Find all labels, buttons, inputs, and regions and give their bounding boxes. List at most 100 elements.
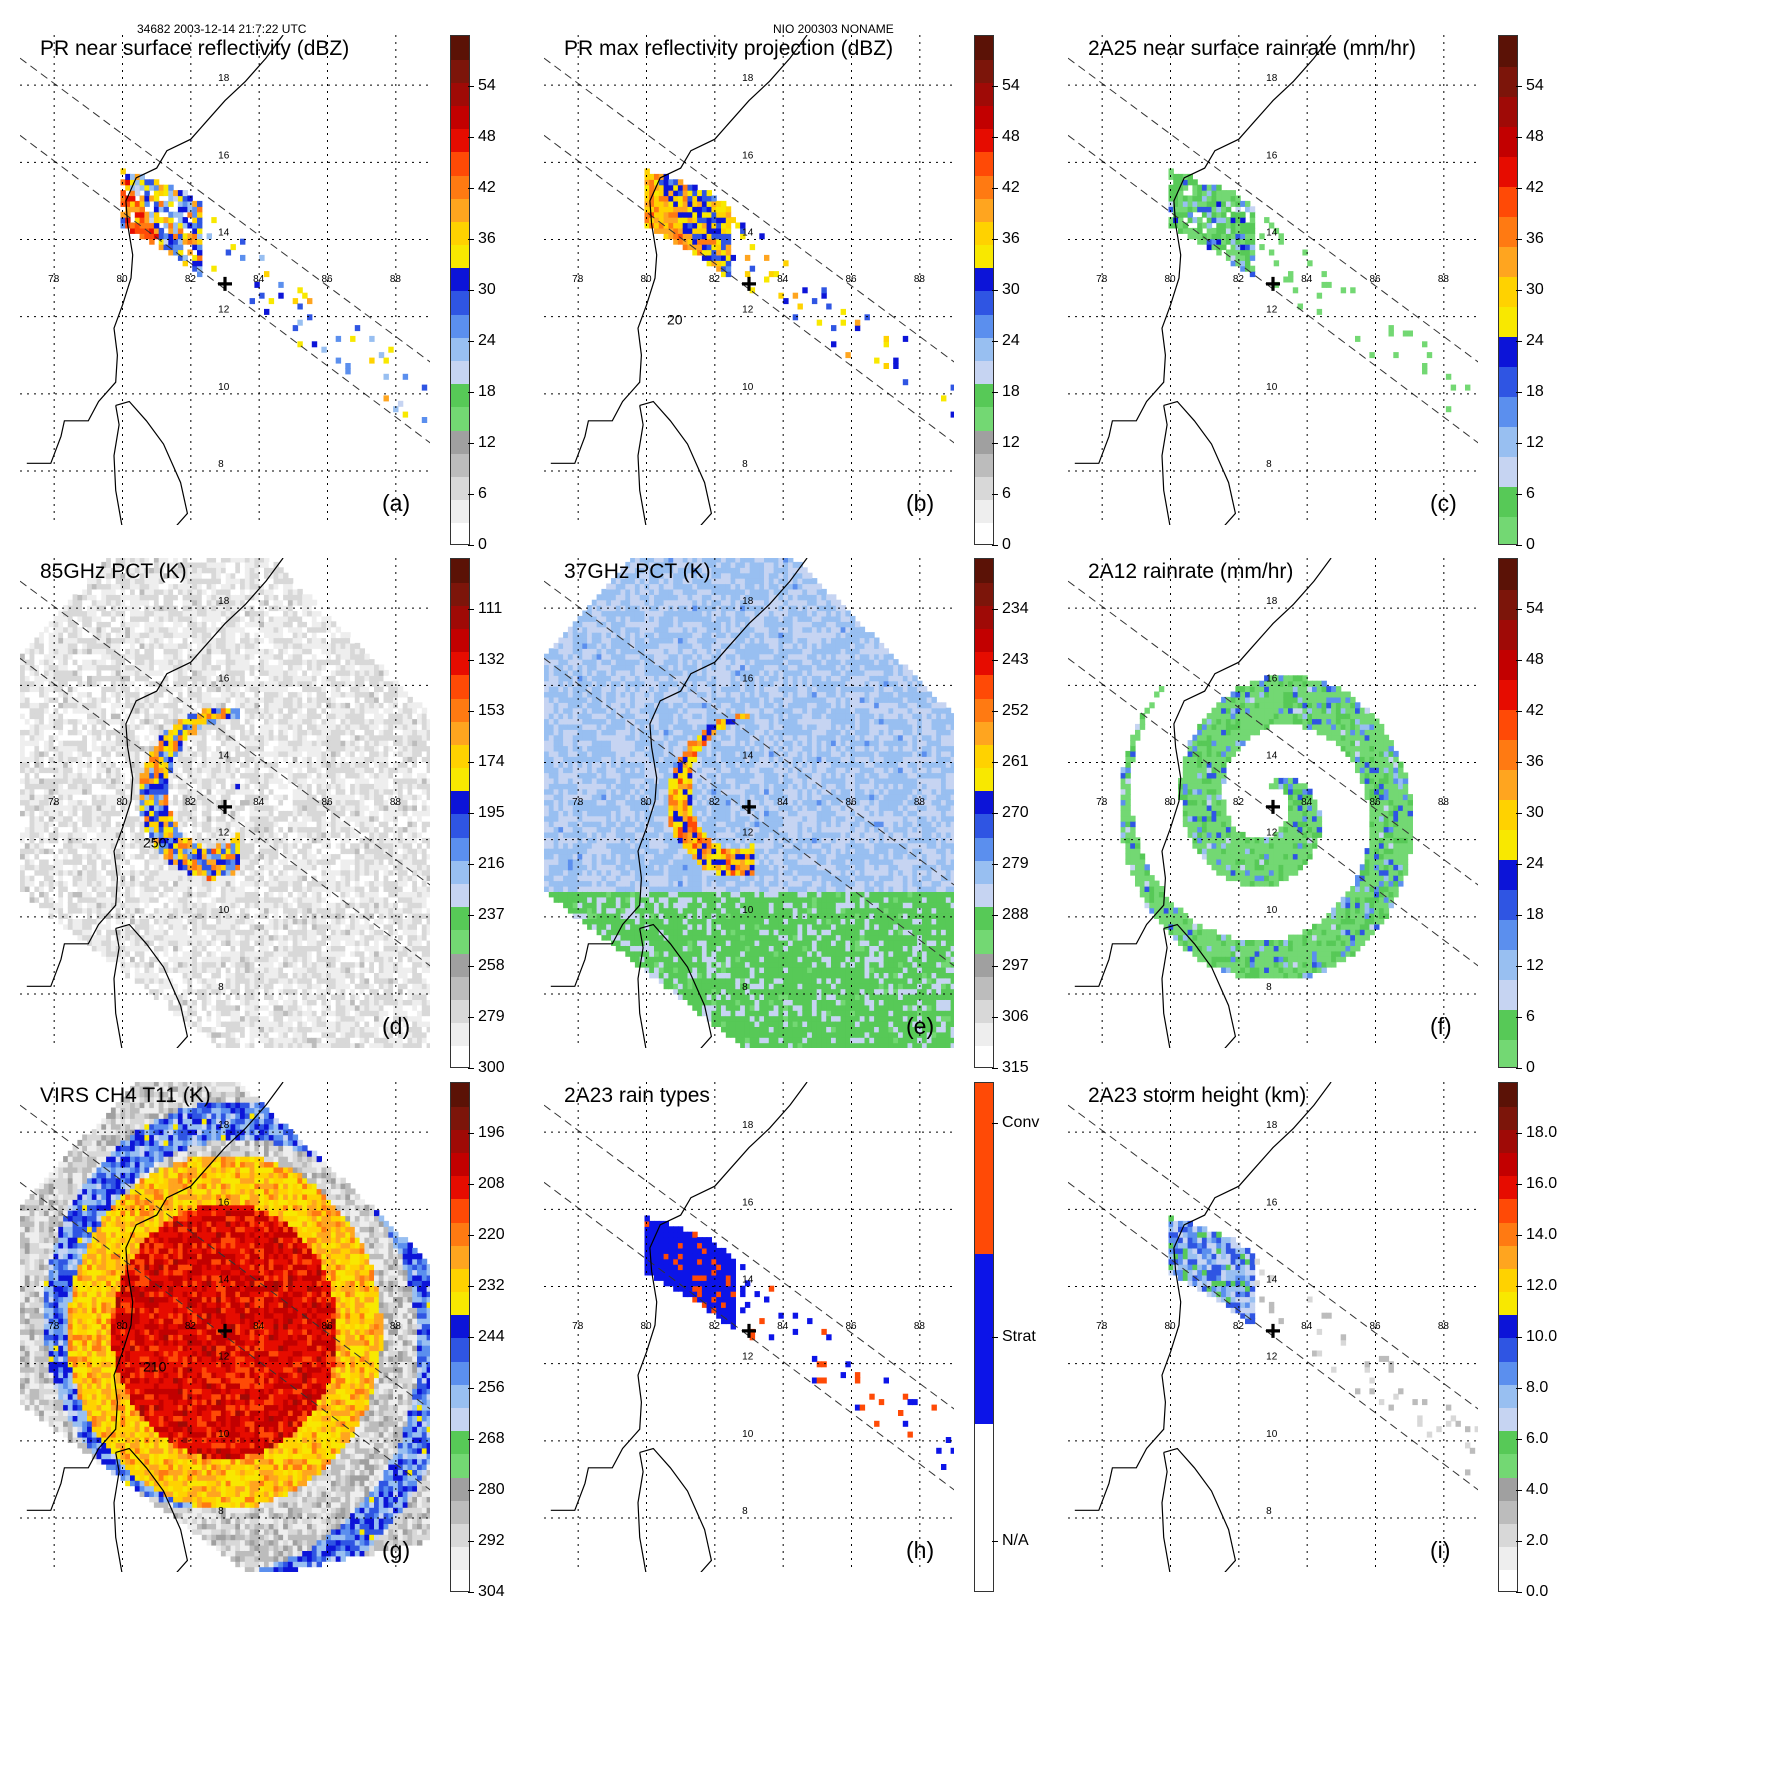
pixel (87, 621, 93, 628)
pixel (144, 615, 150, 622)
pixel (201, 696, 208, 703)
pixel (292, 298, 299, 305)
pixel (206, 815, 212, 822)
lon-label: 80 (1165, 274, 1177, 285)
pixel (244, 777, 251, 784)
pixel (1221, 206, 1227, 213)
pixel (139, 195, 145, 202)
pixel (53, 831, 59, 838)
pixel (211, 783, 217, 790)
pixel (1221, 211, 1227, 218)
pixel (125, 821, 131, 828)
pixel (268, 718, 275, 725)
pixel (163, 945, 169, 952)
colorbar-tick (1516, 545, 1522, 546)
pixel (173, 713, 179, 720)
pixel (268, 891, 275, 898)
pixel (658, 206, 665, 213)
pixel (1422, 341, 1428, 348)
pixel (168, 826, 174, 833)
pixel (91, 891, 98, 898)
pixel (192, 696, 198, 703)
pixel (206, 967, 212, 973)
pixel (163, 222, 169, 229)
pixel (149, 561, 155, 568)
pixel (211, 610, 217, 617)
pixel (216, 599, 222, 606)
pixel (230, 929, 236, 936)
pixel (58, 723, 64, 730)
pixel (197, 864, 203, 871)
pixel (67, 810, 74, 817)
pixel (225, 799, 232, 806)
pixel (106, 896, 112, 903)
pixel (220, 907, 227, 914)
pixel (201, 999, 208, 1006)
pixel (177, 642, 184, 649)
pixel (264, 994, 270, 1000)
pixel (273, 950, 279, 957)
pixel (43, 880, 50, 887)
pixel (24, 810, 31, 817)
pixel (96, 875, 102, 882)
pixel (235, 713, 241, 720)
pixel (249, 558, 255, 563)
pixel (1192, 233, 1198, 240)
data-field (120, 168, 428, 423)
colorbar-segment (975, 151, 993, 176)
pixel (182, 994, 188, 1000)
colorbar-segment (975, 221, 993, 246)
pixel (149, 799, 155, 806)
pixel (87, 599, 93, 606)
pixel (225, 902, 232, 909)
pixel (173, 842, 179, 849)
pixel (197, 902, 203, 909)
pixel (72, 745, 78, 752)
pixel (139, 794, 145, 801)
pixel (177, 691, 184, 698)
pixel (163, 599, 169, 606)
pixel (130, 794, 136, 801)
pixel (211, 567, 217, 574)
pixel (802, 287, 808, 294)
pixel (163, 810, 169, 817)
colorbar-tick (468, 188, 474, 189)
pixel (173, 190, 179, 197)
pixel (264, 880, 270, 887)
pixel (43, 875, 50, 882)
pixel (72, 886, 78, 892)
pixel (43, 799, 50, 806)
pixel (149, 896, 155, 903)
pixel (173, 967, 179, 973)
pixel (158, 821, 165, 828)
pixel (211, 745, 217, 752)
pixel (58, 718, 64, 725)
pixel (177, 718, 184, 725)
pixel (48, 664, 55, 671)
pixel (63, 734, 69, 741)
pixel (106, 956, 112, 963)
pixel (658, 184, 665, 191)
pixel (39, 848, 45, 855)
pixel (34, 653, 40, 660)
pixel (268, 615, 275, 622)
pixel (201, 648, 208, 655)
pixel (72, 848, 78, 855)
pixel (139, 740, 145, 747)
pixel (225, 837, 232, 844)
pixel (706, 244, 712, 251)
pixel (816, 319, 823, 326)
pixel (668, 195, 674, 202)
pixel (244, 918, 251, 925)
pixel (96, 923, 102, 930)
pixel (125, 788, 131, 795)
pixel (58, 626, 64, 633)
pixel (759, 233, 765, 240)
pixel (216, 610, 222, 617)
pixel (187, 206, 193, 213)
pixel (110, 642, 117, 649)
colorbar-segment (451, 499, 469, 524)
pixel (716, 260, 722, 267)
pixel (134, 761, 141, 768)
pixel (182, 648, 188, 655)
